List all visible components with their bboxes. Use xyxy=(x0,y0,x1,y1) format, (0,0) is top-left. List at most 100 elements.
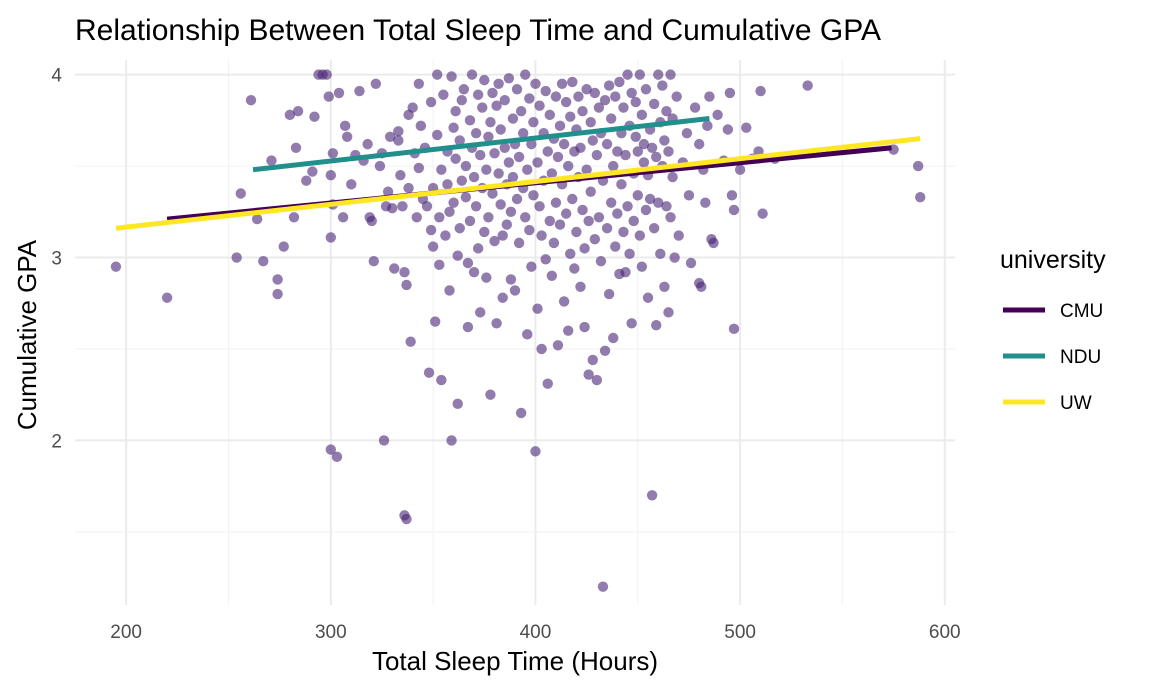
data-point xyxy=(585,186,596,197)
data-point xyxy=(378,435,390,446)
data-point xyxy=(724,87,736,99)
data-point xyxy=(411,212,422,223)
y-axis-title: Cumulative GPA xyxy=(12,239,42,430)
data-point xyxy=(603,80,615,91)
data-point xyxy=(696,281,707,292)
data-point xyxy=(591,149,603,161)
data-point xyxy=(685,257,697,269)
data-point xyxy=(425,224,437,236)
data-point xyxy=(624,248,635,260)
data-point xyxy=(515,106,527,117)
data-point xyxy=(440,230,451,241)
data-point xyxy=(648,98,660,110)
data-point xyxy=(663,307,674,318)
data-point xyxy=(491,318,502,329)
data-point xyxy=(407,102,418,113)
data-point xyxy=(495,124,506,135)
data-point xyxy=(497,292,508,303)
data-point xyxy=(501,219,513,230)
data-point xyxy=(583,215,594,227)
legend-title: university xyxy=(1000,246,1106,274)
data-point xyxy=(452,398,463,410)
data-point xyxy=(284,109,296,121)
trend-line-ndu xyxy=(252,116,710,173)
data-point xyxy=(452,250,463,261)
data-point xyxy=(325,170,337,181)
data-point xyxy=(683,190,695,201)
data-point xyxy=(520,212,531,223)
x-tick-label: 200 xyxy=(110,622,142,643)
data-point xyxy=(483,131,494,143)
data-point xyxy=(712,109,723,121)
data-point xyxy=(563,160,574,172)
data-point xyxy=(331,451,343,463)
data-point xyxy=(540,254,551,265)
data-point xyxy=(673,230,684,241)
data-point xyxy=(462,257,474,269)
data-point xyxy=(530,78,541,89)
data-point xyxy=(497,230,508,241)
data-point xyxy=(290,142,302,153)
data-point xyxy=(632,146,643,157)
data-point xyxy=(915,191,926,203)
data-point xyxy=(387,202,398,214)
data-point xyxy=(603,288,615,300)
data-point xyxy=(442,179,453,190)
data-point xyxy=(333,87,345,99)
data-point xyxy=(487,87,498,99)
data-point xyxy=(626,318,637,329)
data-point xyxy=(591,374,603,386)
data-point xyxy=(444,206,455,217)
data-point xyxy=(542,378,553,389)
data-point xyxy=(638,138,650,150)
data-point xyxy=(421,201,433,212)
data-point xyxy=(661,201,672,212)
data-point xyxy=(454,135,465,146)
data-point xyxy=(655,248,666,260)
data-point xyxy=(499,142,510,153)
data-point xyxy=(581,84,592,95)
data-point xyxy=(454,223,465,234)
data-point xyxy=(524,93,535,104)
data-point xyxy=(321,69,332,80)
data-point xyxy=(644,193,656,205)
data-point xyxy=(432,69,443,80)
data-point xyxy=(309,111,320,122)
data-point xyxy=(671,91,682,102)
data-point xyxy=(464,215,476,227)
data-point xyxy=(581,164,592,175)
data-point xyxy=(595,255,607,267)
data-point xyxy=(636,109,648,121)
data-point xyxy=(560,208,572,219)
data-point xyxy=(532,303,543,314)
data-point xyxy=(458,84,470,95)
data-point xyxy=(608,332,619,344)
data-point xyxy=(638,157,650,168)
data-point xyxy=(272,288,283,300)
legend-label: NDU xyxy=(1060,347,1101,368)
data-point xyxy=(567,76,578,88)
data-point xyxy=(354,85,365,97)
data-point xyxy=(575,142,586,153)
data-point xyxy=(608,160,619,172)
data-point xyxy=(640,204,652,216)
data-point xyxy=(337,212,349,223)
data-point xyxy=(556,78,568,89)
legend-entry-cmu: CMU xyxy=(1003,301,1103,322)
data-point xyxy=(669,252,680,263)
data-point xyxy=(577,204,588,216)
data-point xyxy=(301,175,312,186)
legend: university CMU NDU UW xyxy=(1000,246,1106,414)
data-point xyxy=(524,224,535,236)
data-point xyxy=(477,102,488,113)
data-point xyxy=(266,155,277,166)
data-point xyxy=(231,252,242,263)
data-point xyxy=(278,241,289,252)
data-point xyxy=(741,122,752,133)
data-point xyxy=(569,263,580,274)
data-point xyxy=(632,190,643,201)
data-point xyxy=(530,446,541,457)
x-tick-label: 500 xyxy=(724,622,756,643)
data-point xyxy=(728,204,740,216)
